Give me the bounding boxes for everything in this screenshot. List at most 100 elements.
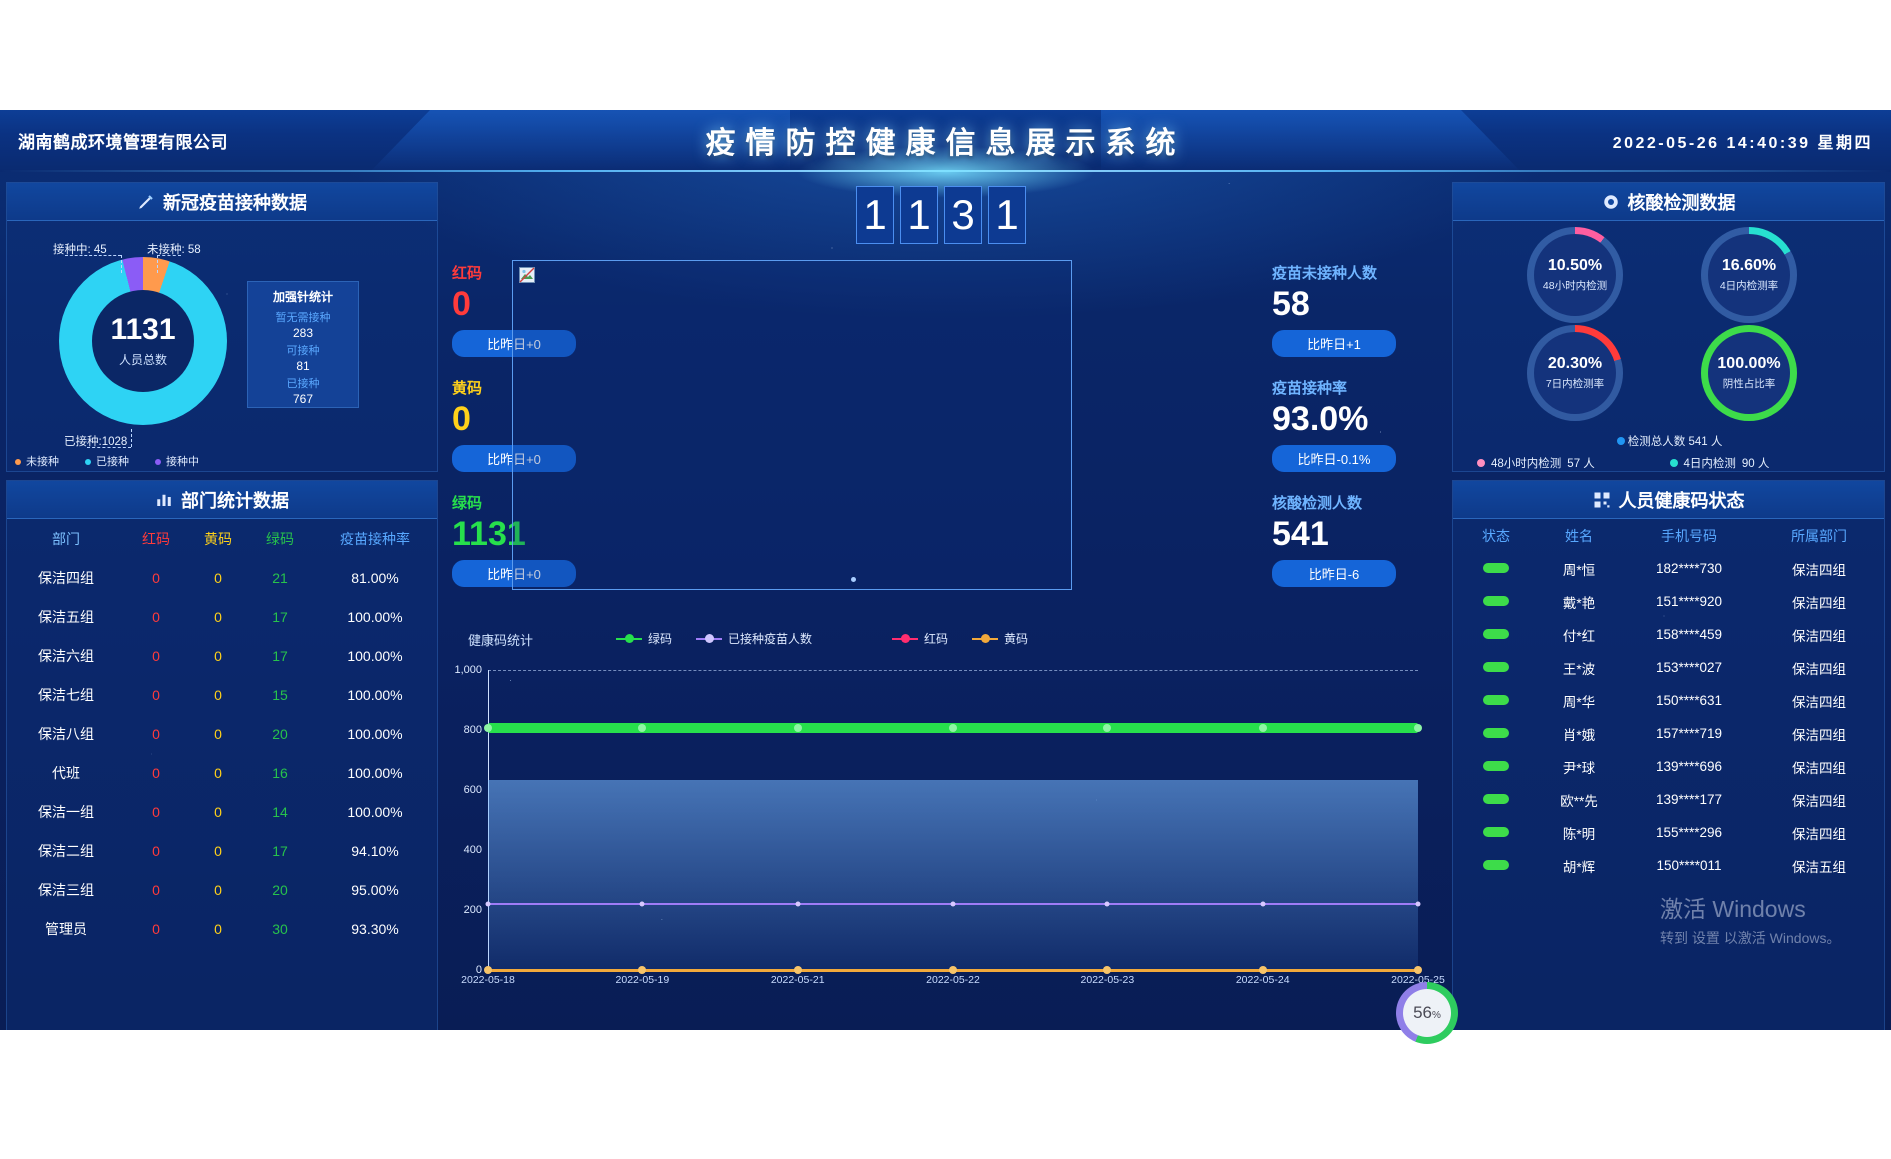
- cell-yellow: 0: [214, 920, 222, 937]
- cell-phone: 158****459: [1655, 627, 1723, 642]
- x-tick-4: 2022-05-23: [1080, 974, 1135, 986]
- kpi-card-red-code: 红码 0 比昨日+0: [446, 262, 616, 377]
- cell-dept: 保洁三组: [38, 881, 94, 898]
- kpi-value: 58: [1272, 285, 1310, 323]
- kpi-delta-badge: 比昨日+1: [1272, 330, 1396, 358]
- summary-value: 90 人: [1741, 458, 1770, 470]
- people-col-status: 状态: [1482, 527, 1510, 544]
- cell-phone: 151****920: [1655, 594, 1723, 609]
- data-point: [1415, 901, 1421, 907]
- gauge-7d: 20.30% 7日内检测率: [1527, 325, 1623, 421]
- table-row[interactable]: 保洁四组 0 0 21 81.00%: [7, 558, 439, 597]
- y-tick-600: 600: [463, 784, 482, 796]
- list-item[interactable]: 周*华 150****631 保洁四组: [1453, 684, 1886, 717]
- cell-dept: 保洁四组: [1792, 760, 1846, 776]
- table-row[interactable]: 保洁一组 0 0 14 100.00%: [7, 792, 439, 831]
- table-row[interactable]: 代班 0 0 16 100.00%: [7, 753, 439, 792]
- table-row[interactable]: 保洁二组 0 0 17 94.10%: [7, 831, 439, 870]
- list-item[interactable]: 戴*艳 151****920 保洁四组: [1453, 585, 1886, 618]
- dept-col-green: 绿码: [266, 530, 294, 547]
- legend-marker-red: [892, 633, 919, 643]
- data-point: [1414, 724, 1422, 732]
- list-item[interactable]: 王*波 153****027 保洁四组: [1453, 651, 1886, 684]
- legend-item-1: 已接种: [85, 453, 129, 469]
- kpi-value: 0: [452, 400, 471, 438]
- cell-rate: 100.00%: [347, 725, 403, 742]
- table-row[interactable]: 保洁五组 0 0 17 100.00%: [7, 597, 439, 636]
- kpi-card-vaccination-rate: 疫苗接种率 93.0% 比昨日-0.1%: [1266, 377, 1436, 492]
- chart-legend-item-1[interactable]: 已接种疫苗人数: [696, 630, 812, 647]
- chart-legend-item-3[interactable]: 黄码: [972, 630, 1028, 647]
- cell-dept: 保洁八组: [38, 725, 94, 742]
- dept-panel-title: 部门统计数据: [181, 490, 289, 511]
- table-row[interactable]: 保洁六组 0 0 17 100.00%: [7, 636, 439, 675]
- data-point: [795, 901, 801, 907]
- progress-ring-widget[interactable]: 56%: [1396, 982, 1458, 1044]
- summary-value: 57 人: [1567, 458, 1595, 470]
- donut-label-vaccinated: 已接种:1028: [64, 436, 128, 448]
- legend-dot-2: [155, 459, 161, 466]
- cell-red: 0: [152, 842, 160, 859]
- leader-line-3: [157, 255, 181, 256]
- kpi-title: 疫苗未接种人数: [1272, 265, 1378, 282]
- booster-label-0: 暂无需接种: [275, 312, 331, 324]
- list-item[interactable]: 陈*明 155****296 保洁四组: [1453, 816, 1886, 849]
- progress-ring-value: 56%: [1413, 1003, 1441, 1023]
- legend-dot-1: [85, 459, 91, 466]
- gauge-4d: 16.60% 4日内检测率: [1701, 227, 1797, 323]
- cell-green: 20: [272, 881, 288, 898]
- data-point: [1103, 724, 1112, 732]
- cell-green: 17: [272, 842, 288, 859]
- summary-label: 4日内检测: [1683, 458, 1736, 470]
- vaccine-panel-title: 新冠疫苗接种数据: [163, 192, 307, 213]
- qr-code-icon: [1593, 491, 1611, 509]
- people-table-header-row: 状态 姓名 手机号码 所属部门: [1453, 519, 1886, 552]
- cell-green: 15: [272, 686, 288, 703]
- kpi-value: 541: [1272, 515, 1329, 553]
- list-item[interactable]: 肖*娥 157****719 保洁四组: [1453, 717, 1886, 750]
- gear-icon: [1602, 193, 1620, 211]
- cell-dept: 代班: [52, 764, 80, 781]
- dept-panel: 部门统计数据 部门 红码 黄码 绿码 疫苗接种率 保洁四组 0 0 21 81.00% …: [6, 480, 438, 1030]
- table-row[interactable]: 保洁三组 0 0 20 95.00%: [7, 870, 439, 909]
- cell-dept: 保洁四组: [38, 569, 94, 586]
- kpi-value: 0: [452, 285, 471, 323]
- cell-dept: 保洁四组: [1792, 595, 1846, 611]
- list-item[interactable]: 胡*辉 150****011 保洁五组: [1453, 849, 1886, 882]
- y-tick-1000: 1,000: [454, 664, 482, 676]
- list-item[interactable]: 周*恒 182****730 保洁四组: [1453, 552, 1886, 585]
- summary-item-48h: 48小时内检测 57 人: [1477, 455, 1670, 471]
- progress-ring-unit: %: [1432, 1010, 1441, 1021]
- people-panel-header: 人员健康码状态: [1453, 481, 1884, 519]
- gauge-value: 16.60%: [1721, 257, 1777, 274]
- table-row[interactable]: 保洁七组 0 0 15 100.00%: [7, 675, 439, 714]
- chart-legend-item-0[interactable]: 绿码: [616, 630, 672, 647]
- legend-item-2: 接种中: [155, 453, 199, 469]
- summary-label: 48小时内检测: [1491, 458, 1562, 470]
- summary-dot: [1669, 459, 1678, 467]
- data-point: [949, 966, 957, 974]
- map-panel[interactable]: [512, 260, 1072, 590]
- data-point: [949, 724, 957, 732]
- list-item[interactable]: 欧**先 139****177 保洁四组: [1453, 783, 1886, 816]
- cell-dept: 保洁四组: [1792, 793, 1846, 809]
- cell-rate: 100.00%: [347, 686, 403, 703]
- list-item[interactable]: 尹*球 139****696 保洁四组: [1453, 750, 1886, 783]
- x-tick-5: 2022-05-24: [1235, 974, 1290, 986]
- cell-yellow: 0: [214, 569, 222, 586]
- legend-text: 黄码: [1004, 632, 1029, 646]
- table-row[interactable]: 保洁八组 0 0 20 100.00%: [7, 714, 439, 753]
- list-item[interactable]: 付*红 158****459 保洁四组: [1453, 618, 1886, 651]
- chart-legend-item-2[interactable]: 红码: [892, 630, 948, 647]
- dept-col-rate: 疫苗接种率: [340, 530, 410, 547]
- progress-ring-number: 56: [1413, 1003, 1432, 1022]
- nat-panel-header: 核酸检测数据: [1453, 183, 1884, 221]
- datetime-display: 2022-05-26 14:40:39 星期四: [1612, 135, 1873, 152]
- legend-marker-green: [616, 633, 642, 643]
- cell-name: 周*华: [1562, 694, 1596, 710]
- table-row[interactable]: 管理员 0 0 30 93.30%: [7, 909, 439, 948]
- page-title: 疫情防控健康信息展示系统: [705, 127, 1186, 160]
- kpi-value: 93.0%: [1272, 400, 1369, 438]
- cell-green: 20: [272, 725, 288, 742]
- kpi-card-yellow-code: 黄码 0 比昨日+0: [446, 377, 616, 492]
